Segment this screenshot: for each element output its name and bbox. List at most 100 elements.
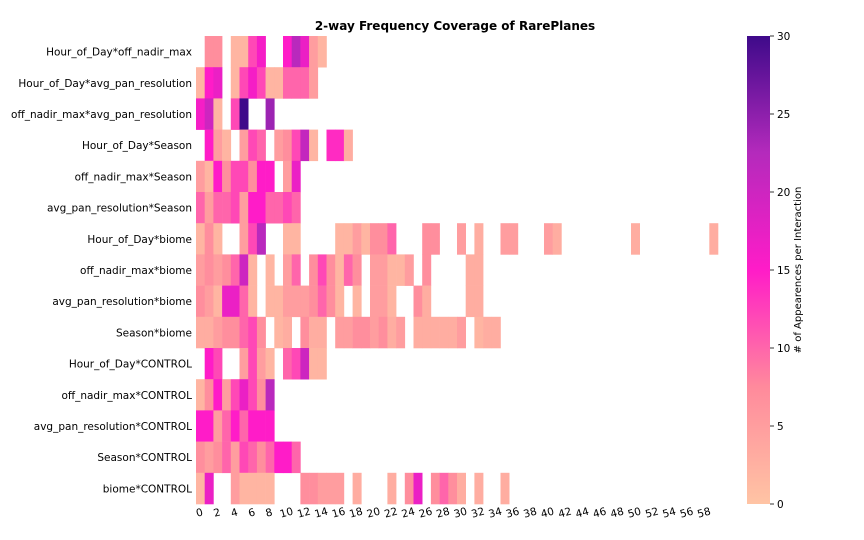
heatmap-cell — [213, 410, 223, 442]
heatmap-cell — [196, 410, 205, 442]
heatmap-cell — [631, 223, 640, 255]
heatmap-cell — [213, 192, 223, 224]
column-label: 52 — [644, 506, 660, 521]
column-label: 22 — [383, 506, 399, 521]
heatmap-cell — [300, 36, 310, 68]
heatmap-cell — [335, 316, 345, 349]
row-label: biome*CONTROL — [103, 483, 192, 495]
heatmap-cell — [439, 472, 449, 505]
heatmap-cell — [422, 254, 432, 286]
heatmap-cell — [196, 379, 205, 411]
heatmap-cell — [378, 254, 388, 286]
heatmap-cell — [509, 223, 519, 255]
heatmap-cell — [248, 410, 258, 442]
heatmap-cell — [213, 67, 223, 99]
heatmap-cell — [413, 285, 423, 318]
row-label: off_nadir_max*CONTROL — [61, 390, 192, 402]
heatmap-cell — [248, 160, 258, 193]
heatmap-cell — [248, 67, 258, 99]
heatmap-cell — [230, 379, 240, 411]
colorbar-tick-label: 5 — [777, 421, 784, 433]
heatmap-cell — [430, 472, 440, 505]
heatmap-cell — [196, 67, 205, 99]
heatmap-cell — [283, 160, 292, 193]
heatmap-cell — [317, 254, 327, 286]
heatmap-cell — [265, 379, 275, 411]
heatmap-cell — [500, 472, 510, 505]
heatmap-cell — [474, 285, 484, 318]
heatmap-cell — [230, 316, 240, 349]
heatmap-cell — [204, 223, 214, 255]
row-label: Hour_of_Day*CONTROL — [69, 359, 192, 371]
row-labels: Hour_of_Day*off_nadir_max Hour_of_Day*avg… — [11, 47, 192, 496]
heatmap-cell — [457, 316, 466, 349]
heatmap-cell — [196, 285, 205, 318]
heatmap-cell — [465, 254, 475, 286]
heatmap-cell — [239, 316, 249, 349]
heatmap-cell — [457, 223, 466, 255]
row-label: Season*biome — [116, 327, 192, 339]
heatmap-cell — [396, 254, 406, 286]
heatmap-cell — [204, 379, 214, 411]
column-label: 38 — [522, 506, 538, 521]
column-label: 30 — [453, 506, 469, 521]
heatmap-cell — [213, 223, 223, 255]
heatmap-cell — [213, 98, 223, 130]
heatmap-cell — [222, 254, 232, 286]
heatmap-cell — [352, 254, 362, 286]
heatmap-cell — [309, 254, 319, 286]
heatmap-cell — [222, 129, 232, 162]
heatmap-cell — [474, 254, 484, 286]
heatmap-cell — [483, 316, 493, 349]
row-label: Hour_of_Day*biome — [87, 234, 192, 246]
heatmap-cell — [474, 316, 484, 349]
heatmap-cell — [300, 67, 310, 99]
heatmap-cell — [230, 410, 240, 442]
colorbar-tick-label: 15 — [777, 265, 790, 277]
heatmap-cell — [387, 316, 397, 349]
heatmap-cell — [265, 441, 275, 474]
heatmap-cell — [256, 379, 266, 411]
heatmap-cell — [448, 316, 458, 349]
heatmap-cell — [196, 441, 205, 474]
column-label: 58 — [696, 506, 712, 521]
heatmap-cell — [370, 285, 379, 318]
heatmap-cell — [361, 223, 371, 255]
heatmap-cell — [239, 36, 249, 68]
heatmap-cell — [439, 316, 449, 349]
heatmap-cell — [309, 472, 319, 505]
heatmap-cell — [709, 223, 719, 255]
column-label: 4 — [230, 506, 240, 519]
heatmap-cell — [291, 441, 301, 474]
heatmap-cell — [256, 129, 266, 162]
heatmap-cell — [309, 129, 319, 162]
heatmap-cell — [265, 160, 275, 193]
column-label: 18 — [348, 506, 364, 521]
heatmap-cell — [256, 36, 266, 68]
row-label: Season*CONTROL — [97, 452, 192, 464]
heatmap-cell — [213, 160, 223, 193]
column-label: 34 — [487, 505, 503, 520]
heatmap-cell — [491, 316, 501, 349]
heatmap-cell — [283, 441, 292, 474]
heatmap-cell — [274, 285, 284, 318]
heatmap-cell — [457, 472, 466, 505]
heatmap-cell — [283, 67, 292, 99]
heatmap-cell — [291, 285, 301, 318]
heatmap-cell — [283, 348, 292, 380]
column-label: 42 — [557, 506, 573, 521]
heatmap-cell — [213, 254, 223, 286]
heatmap-cell — [343, 254, 353, 286]
heatmap-cell — [248, 129, 258, 162]
heatmap-cell — [196, 223, 205, 255]
heatmap-cell — [213, 285, 223, 318]
heatmap-cell — [222, 316, 232, 349]
heatmap-cell — [213, 379, 223, 411]
heatmap-cell — [248, 285, 258, 318]
column-label: 48 — [609, 506, 625, 521]
heatmap-cell — [274, 67, 284, 99]
heatmap-cell — [335, 472, 345, 505]
column-label: 20 — [366, 506, 382, 521]
heatmap-cell — [204, 348, 214, 380]
heatmap-cell — [222, 192, 232, 224]
